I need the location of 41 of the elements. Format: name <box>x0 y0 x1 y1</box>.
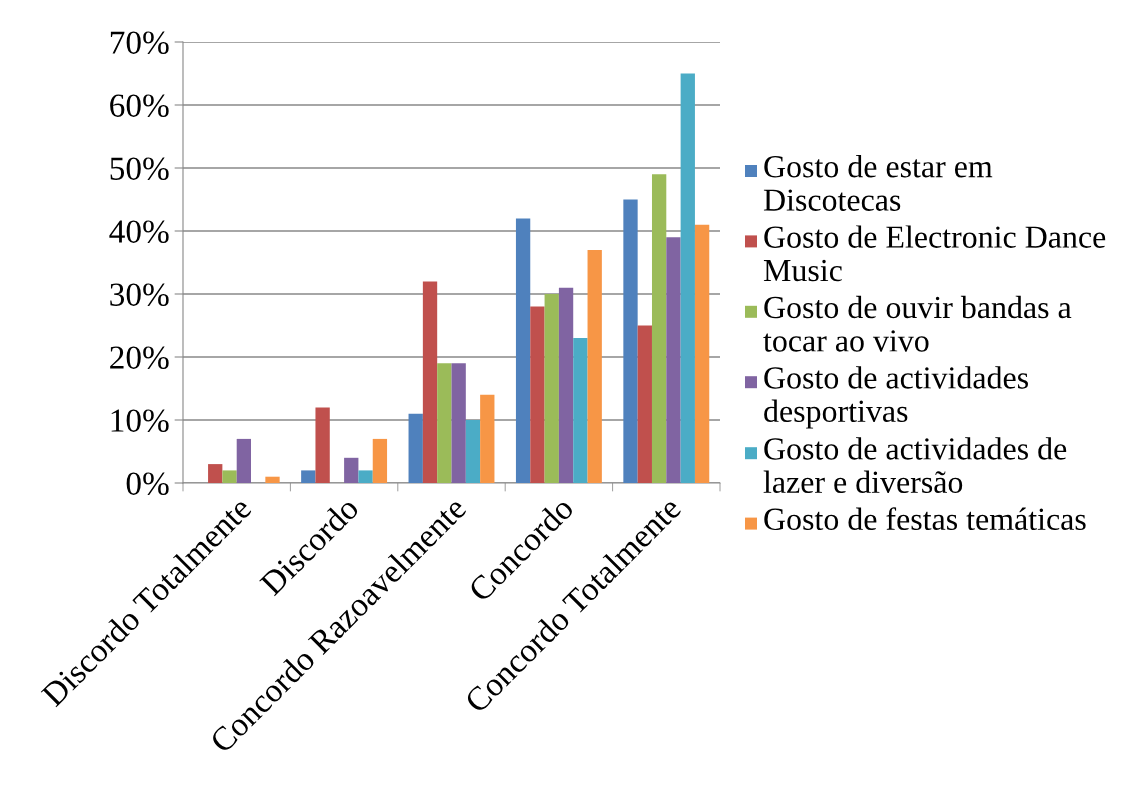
y-tick-label: 0% <box>126 472 169 495</box>
bar <box>587 249 602 483</box>
legend-label: Gosto de actividades de lazer e diversão <box>763 437 1067 494</box>
bar <box>236 438 252 483</box>
bar <box>465 420 481 483</box>
bar <box>623 199 638 483</box>
bar <box>265 476 280 483</box>
y-tick-label: 50% <box>110 157 169 180</box>
bar <box>666 237 681 483</box>
bar <box>358 470 373 483</box>
bar <box>301 470 316 483</box>
bar <box>573 338 588 483</box>
legend-label: Gosto de actividades desportivas <box>764 366 1028 429</box>
bar <box>437 363 452 483</box>
y-tick-label: 40% <box>109 220 169 243</box>
bar <box>651 174 667 483</box>
bar <box>422 281 438 483</box>
bar <box>451 363 466 483</box>
y-tick-label: 20% <box>110 346 169 369</box>
bar <box>344 457 359 483</box>
legend-label: Gosto de festas temáticas <box>764 507 1086 531</box>
legend-label: Gosto de Electronic Dance Music <box>763 225 1106 282</box>
bar <box>558 287 574 483</box>
bar <box>694 224 710 483</box>
bar <box>208 464 223 483</box>
bar <box>222 470 237 483</box>
bar <box>515 218 531 483</box>
legend-label: Gosto de estar em Discotecas <box>763 155 993 211</box>
bar <box>637 325 652 483</box>
bar <box>315 407 330 483</box>
y-tick-label: 10% <box>111 409 169 432</box>
bar <box>372 438 388 483</box>
bar <box>544 294 559 483</box>
y-tick-label: 30% <box>110 283 169 306</box>
y-tick-label: 70% <box>110 31 169 54</box>
bar <box>408 413 423 483</box>
y-tick-label: 60% <box>110 94 169 117</box>
bar <box>480 394 495 483</box>
bar <box>530 306 545 483</box>
legend-label: Gosto de ouvir bandas a tocar ao vivo <box>763 295 1072 352</box>
bar <box>680 73 695 483</box>
